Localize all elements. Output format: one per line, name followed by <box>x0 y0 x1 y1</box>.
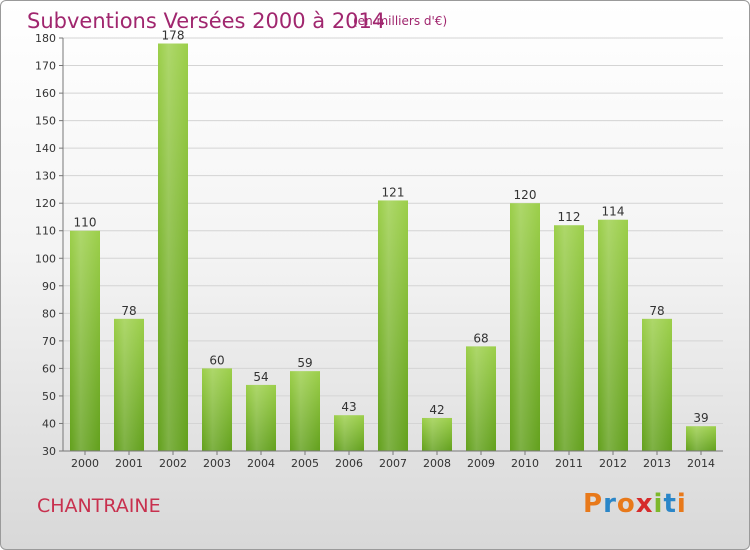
y-tick-label: 110 <box>35 225 56 238</box>
bar-value-label: 78 <box>649 304 664 318</box>
y-tick-label: 80 <box>42 307 56 320</box>
y-tick-label: 30 <box>42 445 56 458</box>
bar-value-label: 120 <box>514 188 537 202</box>
logo-letter: i <box>653 489 664 519</box>
bar-shine <box>598 219 628 451</box>
bar-value-label: 114 <box>602 205 625 219</box>
bar-shine <box>510 203 540 451</box>
bar-shine <box>246 384 276 451</box>
x-tick-label: 2008 <box>423 457 451 470</box>
x-tick-label: 2012 <box>599 457 627 470</box>
bar-value-label: 112 <box>558 210 581 224</box>
bar-shine <box>158 43 188 452</box>
y-tick-label: 90 <box>42 280 56 293</box>
bar-shine <box>290 371 320 451</box>
logo-letter: i <box>676 489 687 519</box>
y-tick-label: 60 <box>42 362 56 375</box>
bar-value-label: 68 <box>473 331 488 345</box>
logo-letter: x <box>635 489 654 519</box>
y-tick-label: 120 <box>35 197 56 210</box>
bar-shine <box>202 368 232 451</box>
bar-shine <box>378 200 408 451</box>
bar-shine <box>114 318 144 451</box>
bar-value-label: 39 <box>693 411 708 425</box>
y-tick-label: 170 <box>35 60 56 73</box>
y-tick-label: 40 <box>42 417 56 430</box>
bar-shine <box>422 417 452 451</box>
bar-value-label: 178 <box>162 29 185 43</box>
x-tick-label: 2006 <box>335 457 363 470</box>
x-tick-label: 2005 <box>291 457 319 470</box>
bar-shine <box>686 426 716 451</box>
x-tick-label: 2004 <box>247 457 275 470</box>
logo-letter: t <box>663 489 677 519</box>
y-tick-label: 150 <box>35 115 56 128</box>
logo-letter: o <box>616 489 636 519</box>
x-tick-label: 2000 <box>71 457 99 470</box>
x-tick-label: 2010 <box>511 457 539 470</box>
logo-letter: P <box>583 489 604 519</box>
town-name: CHANTRAINE <box>37 495 161 517</box>
bar-value-label: 60 <box>209 353 224 367</box>
y-tick-label: 50 <box>42 390 56 403</box>
x-tick-label: 2009 <box>467 457 495 470</box>
x-tick-label: 2003 <box>203 457 231 470</box>
y-tick-label: 70 <box>42 335 56 348</box>
y-tick-label: 140 <box>35 142 56 155</box>
chart-title: Subventions Versées 2000 à 2014 <box>27 9 386 33</box>
bar-shine <box>642 318 672 451</box>
x-tick-label: 2002 <box>159 457 187 470</box>
bar-value-label: 54 <box>253 370 268 384</box>
x-tick-label: 2001 <box>115 457 143 470</box>
bar-value-label: 110 <box>74 216 97 230</box>
x-tick-label: 2007 <box>379 457 407 470</box>
x-tick-label: 2013 <box>643 457 671 470</box>
y-tick-label: 130 <box>35 170 56 183</box>
x-tick-label: 2011 <box>555 457 583 470</box>
y-tick-label: 160 <box>35 87 56 100</box>
bar-shine <box>466 346 496 451</box>
bar-shine <box>70 230 100 451</box>
bar-value-label: 121 <box>382 185 405 199</box>
bar-value-label: 78 <box>121 304 136 318</box>
bar-value-label: 43 <box>341 400 356 414</box>
y-tick-label: 100 <box>35 252 56 265</box>
axes: 30 40 50 60 70 80 90 100 110 120 130 140 150 160 170 18… <box>35 32 723 470</box>
bar-value-label: 42 <box>429 403 444 417</box>
bars: 110 78 178 60 54 59 43 121 42 68 120 112 114 78 39 <box>70 29 716 452</box>
y-tick-label: 180 <box>35 32 56 45</box>
bar-shine <box>334 415 364 451</box>
x-tick-label: 2014 <box>687 457 715 470</box>
proxiti-logo[interactable]: Proxiti <box>583 489 687 519</box>
logo-letter: r <box>603 489 617 519</box>
bar-value-label: 59 <box>297 356 312 370</box>
chart-subtitle: (en milliers d'€) <box>353 14 448 28</box>
bar-shine <box>554 225 584 451</box>
